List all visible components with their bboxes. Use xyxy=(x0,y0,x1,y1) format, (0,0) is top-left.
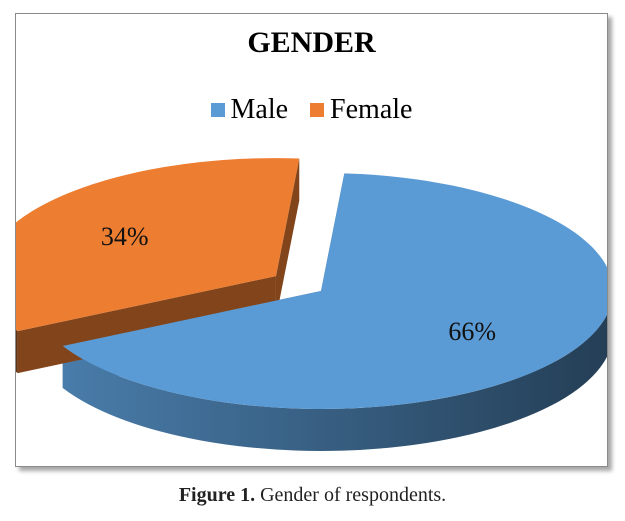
caption-label: Figure 1. xyxy=(178,484,256,506)
pie-chart: 66% 34% xyxy=(16,158,607,451)
legend-label-male: Male xyxy=(230,94,289,125)
chart-frame: 66% 34% GENDER Male Female xyxy=(15,13,608,467)
legend: Male Female xyxy=(16,94,607,126)
chart-title: GENDER xyxy=(247,26,376,59)
data-label-male: 66% xyxy=(448,317,496,346)
data-label-female: 34% xyxy=(101,222,149,251)
legend-item-male: Male xyxy=(210,94,289,126)
pie-slice-female xyxy=(16,158,300,332)
caption-text: Gender of respondents. xyxy=(260,484,447,506)
pie-slice-male xyxy=(62,173,607,409)
legend-swatch-male xyxy=(210,103,225,117)
legend-item-female: Female xyxy=(310,94,412,126)
legend-label-female: Female xyxy=(330,94,413,125)
legend-swatch-female xyxy=(310,103,325,117)
figure-caption: Figure 1. Gender of respondents. xyxy=(0,484,625,507)
